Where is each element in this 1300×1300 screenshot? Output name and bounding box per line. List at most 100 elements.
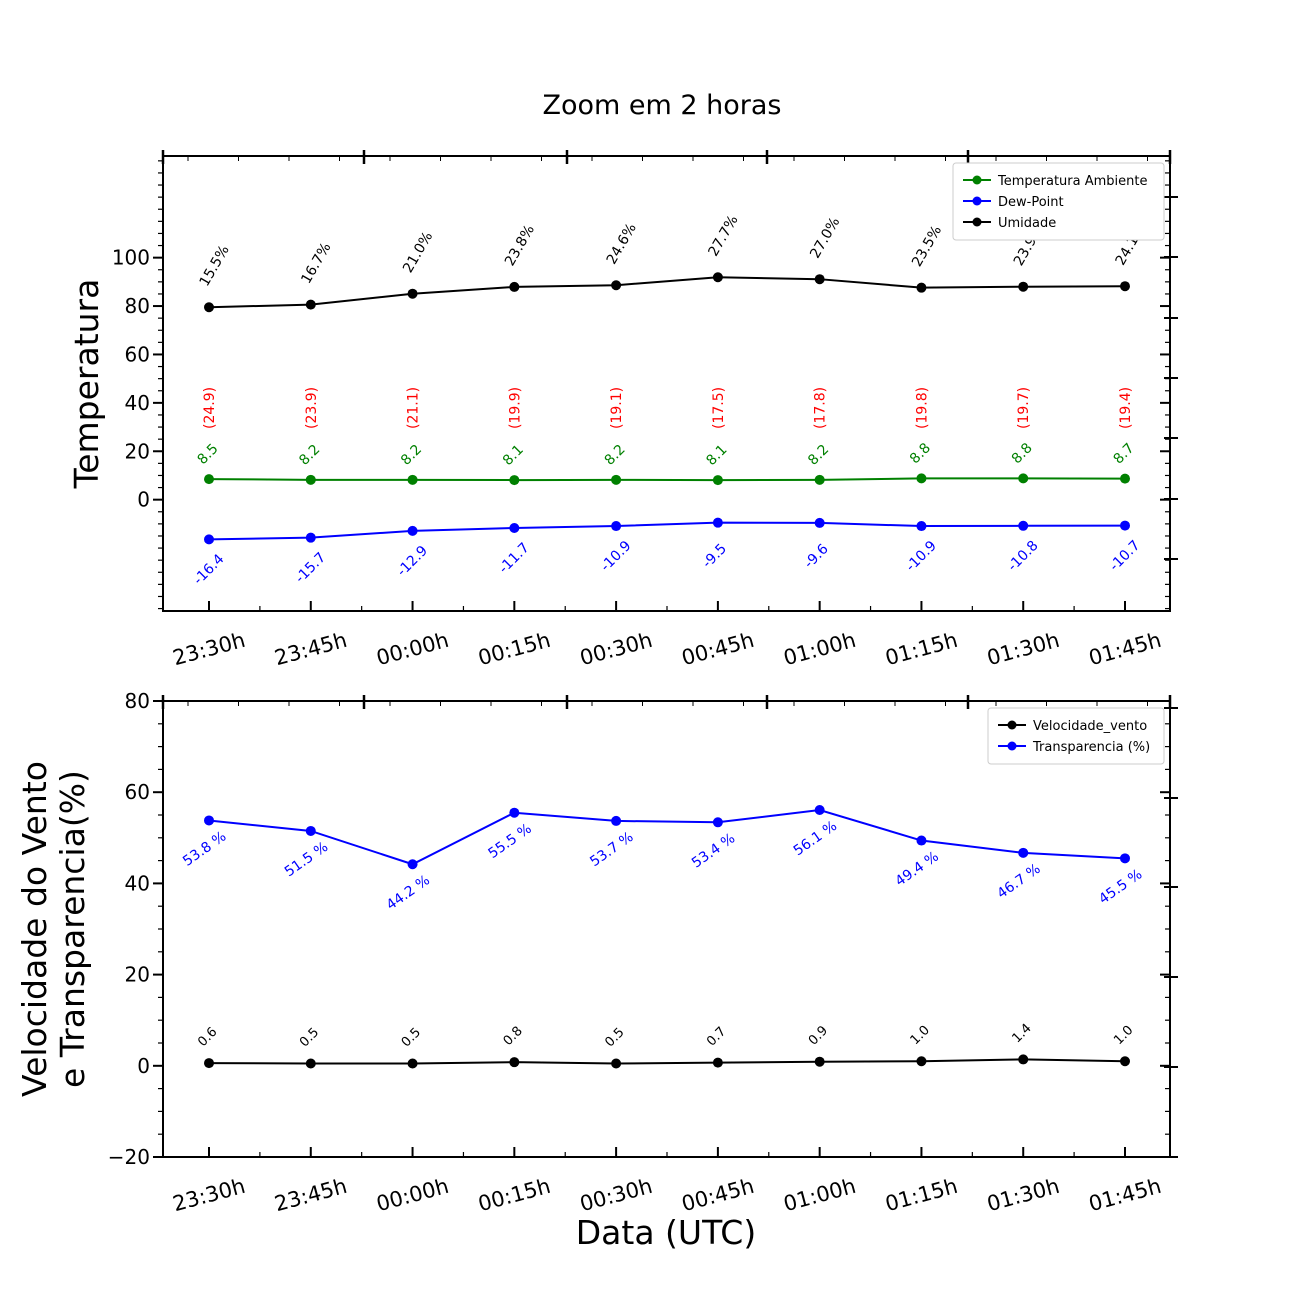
data-point [712,1057,723,1068]
y-tick-label: 60 [125,780,150,804]
y-tick-label: 60 [125,342,150,366]
x-tick-label: 00:00h [374,628,452,670]
heat-index-label: (17.8) [813,387,829,429]
x-tick-label: 00:15h [476,628,554,670]
data-label: 0.6 [195,1025,220,1050]
data-label: 15.5% [197,243,233,290]
data-point [611,815,622,826]
data-point [814,474,825,485]
data-label: 0.9 [806,1023,831,1048]
data-label: 53.4 % [689,830,738,871]
series-line-dew-point [208,521,1126,541]
data-point [305,299,316,310]
y-tick-label: 40 [125,871,150,895]
data-label: 8.2 [602,442,629,469]
heat-index-label: (19.4) [1118,387,1134,429]
data-point [509,475,520,486]
data-point [712,817,723,828]
series-line-transparencia- [208,808,1126,866]
y-tick-label: 0 [137,488,150,512]
data-point [712,272,723,283]
x-tick-label: 01:15h [883,1174,961,1216]
x-tick-label: 00:30h [577,1174,655,1216]
y-axis-title-line: Velocidade do Vento [15,761,54,1097]
data-point [1120,281,1130,292]
data-label: 0.5 [602,1025,627,1050]
data-point [204,302,214,313]
y-axis-title-line: Temperatura [67,279,106,490]
legend-label: Velocidade_vento [1033,719,1147,734]
y-axis-title: Temperatura [67,279,106,490]
y-tick-label: 20 [125,439,150,463]
y-tick-label: 20 [125,963,150,987]
top-chart-panel: 0 20 40 60 80 100 23:30h 23:45h 00:00h 00:15h 00:3… [67,150,1178,670]
data-point [916,282,927,293]
data-label: 51.5 % [282,839,331,880]
data-label: -10.9 [903,538,940,575]
data-point [509,807,520,818]
legend-box [987,707,1165,765]
data-point [814,274,825,285]
x-tick-label: 23:30h [170,1174,248,1216]
data-label: -10.9 [598,538,635,575]
heat-index-label: (17.5) [711,387,727,429]
data-label: 27.0% [807,215,843,262]
series-line-umidade [208,276,1126,309]
data-label: 8.7 [1111,440,1138,467]
data-label: -11.7 [496,540,533,577]
data-point [407,288,418,299]
x-tick-label: 00:45h [679,1174,757,1216]
x-tick-label: 00:45h [679,628,757,670]
y-tick-label: 100 [112,246,150,270]
data-point [1018,520,1029,531]
data-label: -9.6 [801,541,832,572]
data-point [305,1058,316,1069]
data-point [1120,473,1130,484]
y-axis-title-line: e Transparencia(%) [53,770,92,1088]
x-tick-label: 01:15h [883,628,961,670]
data-label: -12.9 [394,543,431,580]
y-tick-label: 0 [137,1054,150,1078]
x-tick-label: 01:30h [984,628,1062,670]
data-point [509,281,520,292]
data-label: 45.5 % [1096,866,1145,907]
y-axis-title: Velocidade do Ventoe Transparencia(%) [15,761,92,1097]
data-label: 21.0% [400,229,436,276]
data-point [1018,473,1029,484]
data-label: 8.5 [195,441,222,468]
data-label: 8.8 [1009,440,1036,467]
data-label: 0.5 [399,1025,424,1050]
data-label: -15.7 [292,550,329,587]
data-point [305,474,316,485]
plot-frame [162,700,1171,1158]
x-tick-label: 23:30h [170,628,248,670]
x-tick-label: 23:45h [272,1174,350,1216]
y-tick-label: 80 [125,689,150,713]
x-tick-label: 01:00h [781,1174,859,1216]
data-label: -16.4 [191,551,228,588]
data-label: 55.5 % [485,821,534,862]
data-point [916,1056,927,1067]
bottom-chart-panel: −20 0 20 40 60 80 23:30h 23:45h 00:00h 00:15h 00:3… [15,689,1178,1216]
legend-label: Umidade [998,216,1056,231]
data-label: 8.8 [907,440,934,467]
x-tick-label: 00:15h [476,1174,554,1216]
data-point [814,1056,825,1067]
data-label: 8.1 [703,442,730,469]
data-label: 8.2 [805,442,832,469]
data-point [712,517,723,528]
heat-index-label: (21.1) [406,387,422,429]
data-label: 8.1 [500,442,527,469]
heat-index-label: (19.9) [507,387,523,429]
y-tick-label: 80 [125,294,150,318]
data-point [204,1058,214,1069]
figure-title: Zoom em 2 horas [542,90,781,121]
data-label: 16.7% [298,240,334,287]
data-label: 44.2 % [384,872,433,913]
data-label: 53.8 % [180,829,229,870]
data-label: -9.5 [699,541,730,572]
data-point [509,1057,520,1068]
data-label: 23.5% [909,223,945,270]
data-label: 1.4 [1009,1021,1034,1046]
